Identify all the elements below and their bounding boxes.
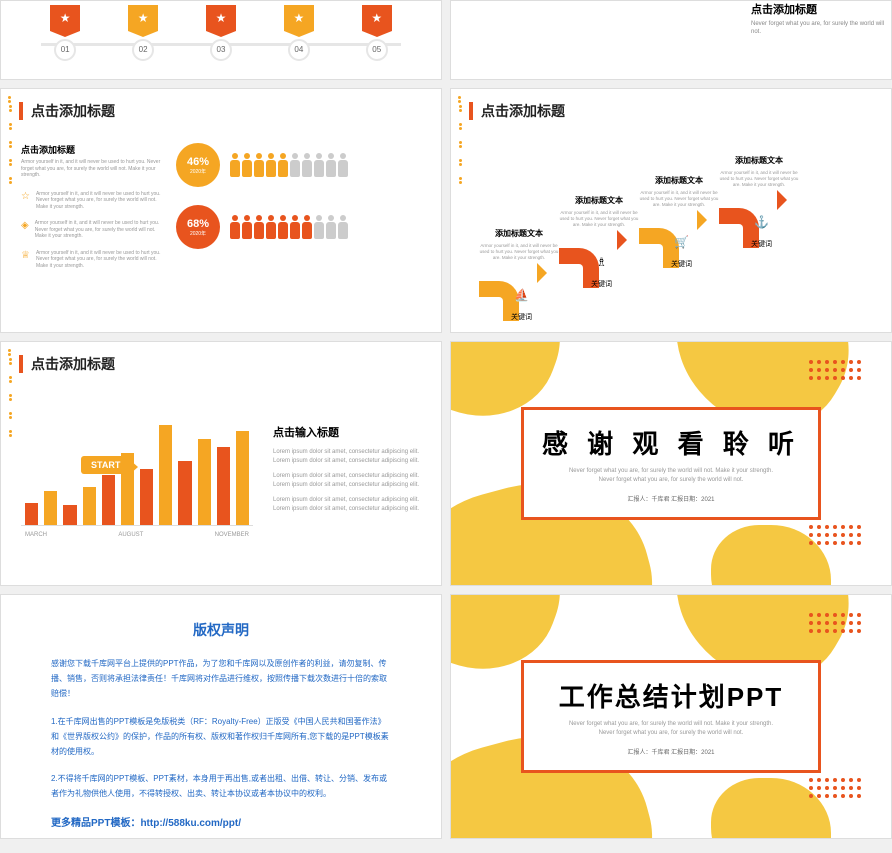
chart-text-body: Lorem ipsum dolor sit amet, consectetur …	[273, 496, 421, 514]
copyright-more: 更多精品PPT模板：http://588ku.com/ppt/	[51, 814, 391, 829]
partial-sub: Never forget what you are, for surely th…	[751, 21, 891, 37]
pictogram-row: 68%2020年	[176, 205, 421, 249]
slide-arrow-flow: 点击添加标题 添加标题文本Armor yourself in it, and i…	[450, 88, 892, 333]
start-badge: START	[81, 456, 130, 474]
chart-text-body: Lorem ipsum dolor sit amet, consectetur …	[273, 472, 421, 490]
copyright-p2: 1.在千库网出售的PPT模板是免版税类（RF：Royalty-Free）正版受《…	[51, 714, 391, 760]
partial-title: 点击添加标题	[751, 1, 891, 17]
copyright-p3: 2.不得将千库网的PPT模板、PPT素材，本身用于再出售,或者出租、出借、转让、…	[51, 771, 391, 801]
chart-bar	[178, 461, 191, 525]
icon-item: ◈Armor yourself in it, and it will never…	[21, 220, 161, 240]
chart-bar	[63, 505, 76, 525]
chart-bar	[25, 503, 38, 525]
slide-pictogram: 点击添加标题 点击添加标题 Armor yourself in it, and …	[0, 88, 442, 333]
slide-cover: 工作总结计划PPT Never forget what you are, for…	[450, 594, 892, 839]
icon-item: ♕Armor yourself in it, and it will never…	[21, 250, 161, 270]
chart-bar	[217, 447, 230, 525]
keyword-box: 🛒关键词	[671, 235, 692, 271]
month-label: NOVEMBER	[215, 532, 249, 538]
keyword-box: ⛵关键词	[511, 288, 532, 324]
cover-meta: 汇报人：千库君 汇报日期：2021	[627, 747, 714, 756]
copyright-title: 版权声明	[51, 620, 391, 640]
slide-partial-right: 点击添加标题 Never forget what you are, for su…	[450, 0, 892, 80]
slide-thanks: 感 谢 观 看 聆 听 Never forget what you are, f…	[450, 341, 892, 586]
thanks-meta: 汇报人：千库君 汇报日期：2021	[627, 494, 714, 503]
desc: Armor yourself in it, and it will never …	[21, 159, 161, 179]
timeline-item: ★03	[187, 5, 255, 61]
slide-title: 点击添加标题	[481, 101, 565, 121]
timeline-item: ★02	[109, 5, 177, 61]
chart-bar	[102, 475, 115, 525]
month-label: AUGUST	[118, 532, 143, 538]
copyright-p1: 感谢您下载千库网平台上提供的PPT作品，为了您和千库网以及原创作者的利益，请勿复…	[51, 656, 391, 702]
chart-bar	[159, 425, 172, 525]
chart-bar	[198, 439, 211, 525]
cover-sub: Never forget what you are, for surely th…	[569, 720, 773, 737]
chart-bar	[236, 431, 249, 525]
pictogram-row: 46%2020年	[176, 143, 421, 187]
timeline-item: ★01	[31, 5, 99, 61]
chart-bar	[44, 491, 57, 525]
keyword-box: ♗关键词	[591, 255, 612, 291]
slide-timeline: ★01★02★03★04★05	[0, 0, 442, 80]
keyword-box: ⚓关键词	[751, 215, 772, 251]
chart-text-body: Lorem ipsum dolor sit amet, consectetur …	[273, 448, 421, 466]
slide-copyright: 版权声明 感谢您下载千库网平台上提供的PPT作品，为了您和千库网以及原创作者的利…	[0, 594, 442, 839]
slide-bar-chart: 点击添加标题 START MARCHAUGUSTNOVEMBER 点击输入标题 …	[0, 341, 442, 586]
timeline-item: ★05	[343, 5, 411, 61]
chart-text-title: 点击输入标题	[273, 424, 421, 440]
slide-title: 点击添加标题	[31, 354, 115, 374]
chart-bar	[83, 487, 96, 525]
cover-title: 工作总结计划PPT	[559, 677, 784, 714]
slide-title: 点击添加标题	[31, 101, 115, 121]
icon-item: ☆Armor yourself in it, and it will never…	[21, 191, 161, 211]
month-label: MARCH	[25, 532, 47, 538]
timeline-item: ★04	[265, 5, 333, 61]
thanks-title: 感 谢 观 看 聆 听	[542, 424, 800, 461]
subtitle: 点击添加标题	[21, 143, 161, 156]
chart-bar	[140, 469, 153, 525]
thanks-sub: Never forget what you are, for surely th…	[569, 467, 773, 484]
